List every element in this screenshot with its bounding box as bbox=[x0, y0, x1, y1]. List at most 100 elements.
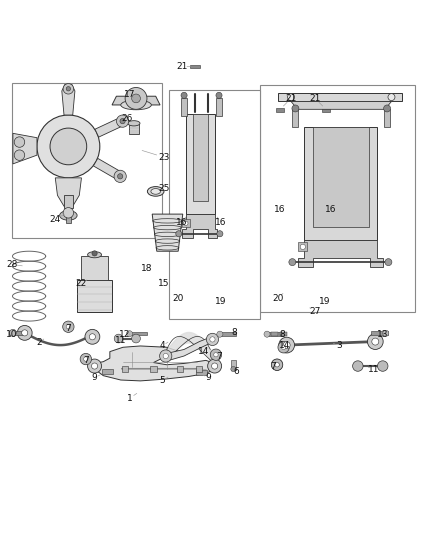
Text: 16: 16 bbox=[325, 205, 336, 214]
Bar bbox=[384, 109, 390, 127]
Polygon shape bbox=[297, 240, 383, 266]
Polygon shape bbox=[13, 133, 37, 164]
Circle shape bbox=[278, 342, 289, 353]
Circle shape bbox=[63, 207, 74, 218]
Text: 5: 5 bbox=[159, 376, 165, 385]
Text: 1: 1 bbox=[127, 394, 132, 403]
Circle shape bbox=[117, 174, 123, 179]
Circle shape bbox=[212, 363, 218, 369]
Text: 21: 21 bbox=[309, 94, 321, 103]
Circle shape bbox=[92, 363, 98, 369]
Text: 19: 19 bbox=[215, 297, 226, 306]
Text: 3: 3 bbox=[336, 342, 342, 351]
Circle shape bbox=[184, 221, 188, 225]
Text: 15: 15 bbox=[158, 279, 170, 288]
Circle shape bbox=[80, 353, 92, 365]
Text: 25: 25 bbox=[159, 184, 170, 193]
Bar bbox=[81, 256, 108, 280]
Text: 8: 8 bbox=[279, 330, 285, 338]
Text: 22: 22 bbox=[76, 279, 87, 288]
Polygon shape bbox=[182, 214, 217, 238]
Circle shape bbox=[63, 321, 74, 333]
Bar bbox=[216, 98, 222, 116]
Circle shape bbox=[14, 137, 25, 147]
Circle shape bbox=[163, 353, 168, 359]
Circle shape bbox=[63, 84, 74, 94]
Text: 2: 2 bbox=[36, 338, 42, 348]
Bar bbox=[220, 332, 236, 336]
Text: 4: 4 bbox=[159, 342, 165, 351]
Bar bbox=[280, 332, 287, 336]
Polygon shape bbox=[112, 96, 160, 105]
Ellipse shape bbox=[121, 100, 151, 110]
Circle shape bbox=[231, 367, 236, 372]
Bar bbox=[231, 360, 236, 369]
Text: 27: 27 bbox=[309, 306, 321, 316]
Text: 9: 9 bbox=[92, 373, 97, 382]
Text: 11: 11 bbox=[368, 365, 380, 374]
Bar bbox=[177, 366, 183, 372]
Bar bbox=[304, 127, 378, 240]
Bar bbox=[169, 90, 261, 319]
Text: 16: 16 bbox=[274, 205, 286, 214]
Polygon shape bbox=[164, 337, 214, 360]
Circle shape bbox=[385, 259, 392, 265]
Text: 6: 6 bbox=[233, 367, 239, 376]
Polygon shape bbox=[95, 346, 215, 381]
Text: 14: 14 bbox=[279, 341, 290, 350]
Circle shape bbox=[17, 326, 32, 340]
Bar bbox=[122, 366, 128, 372]
Circle shape bbox=[114, 170, 126, 182]
Polygon shape bbox=[291, 101, 392, 109]
Polygon shape bbox=[278, 93, 403, 101]
Ellipse shape bbox=[151, 189, 160, 194]
Circle shape bbox=[10, 329, 16, 336]
Polygon shape bbox=[93, 158, 122, 180]
Text: 26: 26 bbox=[122, 114, 133, 123]
Circle shape bbox=[127, 330, 133, 337]
Text: 13: 13 bbox=[377, 330, 389, 338]
Circle shape bbox=[384, 105, 391, 112]
Polygon shape bbox=[152, 214, 183, 251]
Circle shape bbox=[272, 359, 283, 370]
Bar bbox=[261, 85, 416, 312]
Circle shape bbox=[21, 330, 28, 336]
Bar bbox=[371, 331, 388, 335]
Circle shape bbox=[279, 337, 294, 353]
Circle shape bbox=[89, 334, 95, 340]
Text: 7: 7 bbox=[66, 324, 71, 333]
Circle shape bbox=[264, 331, 270, 337]
Text: 23: 23 bbox=[159, 153, 170, 162]
Circle shape bbox=[206, 333, 219, 345]
Bar bbox=[190, 65, 200, 68]
Circle shape bbox=[114, 334, 123, 343]
Bar bbox=[181, 98, 187, 116]
Circle shape bbox=[66, 325, 71, 329]
Text: 18: 18 bbox=[141, 264, 153, 273]
Circle shape bbox=[272, 359, 283, 370]
Circle shape bbox=[125, 87, 147, 109]
Bar bbox=[66, 216, 71, 223]
Text: 24: 24 bbox=[49, 215, 61, 224]
Ellipse shape bbox=[148, 187, 164, 196]
Bar bbox=[292, 109, 298, 127]
Text: 17: 17 bbox=[124, 90, 135, 99]
Circle shape bbox=[388, 94, 395, 101]
Text: 10: 10 bbox=[6, 330, 18, 338]
Bar bbox=[186, 114, 215, 214]
Circle shape bbox=[275, 362, 279, 367]
Circle shape bbox=[88, 359, 102, 373]
Bar bbox=[267, 332, 283, 336]
Text: 7: 7 bbox=[216, 351, 222, 360]
Circle shape bbox=[132, 334, 141, 343]
Circle shape bbox=[283, 342, 290, 349]
Circle shape bbox=[50, 128, 87, 165]
Text: 20: 20 bbox=[173, 294, 184, 303]
Ellipse shape bbox=[60, 211, 77, 220]
Text: 16: 16 bbox=[176, 219, 187, 228]
Circle shape bbox=[208, 359, 222, 373]
Circle shape bbox=[292, 105, 299, 112]
Bar bbox=[193, 114, 208, 201]
Bar bbox=[64, 195, 73, 207]
Circle shape bbox=[176, 231, 182, 237]
